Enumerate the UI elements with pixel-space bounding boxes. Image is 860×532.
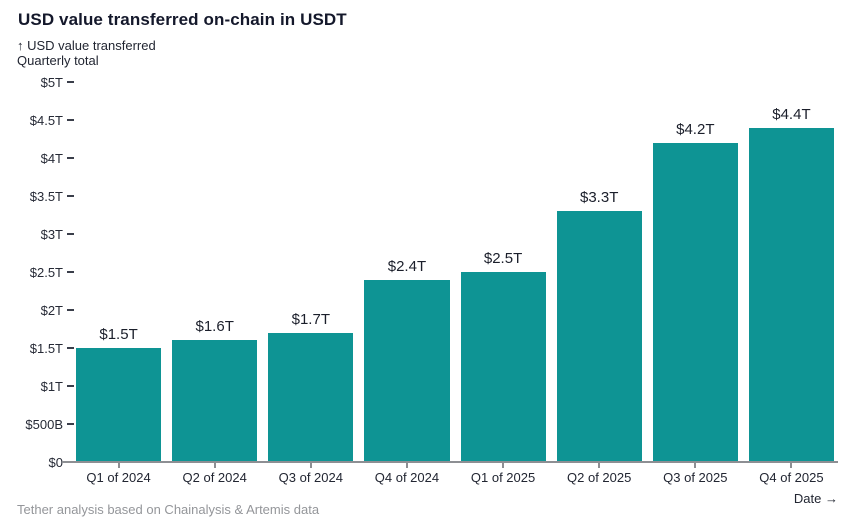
x-category: Q3 of 2025 <box>653 463 738 485</box>
x-tick-mark <box>213 463 216 468</box>
y-tick-mark <box>67 119 74 121</box>
bar-value-label: $1.5T <box>99 326 138 343</box>
bar-value-label: $1.6T <box>195 318 234 336</box>
y-tick-label: $2.5T <box>29 264 63 280</box>
bar-value-label: $4.2T <box>676 120 715 138</box>
x-category: Q2 of 2024 <box>172 463 257 485</box>
y-tick-mark <box>67 309 74 311</box>
y-axis-label-line1: ↑ USD value transferred <box>17 38 156 53</box>
x-category: Q1 of 2025 <box>461 463 546 485</box>
x-tick-label: Q2 of 2025 <box>567 470 632 485</box>
source-note: Tether analysis based on Chainalysis & A… <box>17 502 320 517</box>
y-tick: $4T <box>0 149 74 167</box>
x-tick-mark <box>117 463 120 468</box>
y-tick-mark <box>67 271 74 273</box>
bar-value-label: $3.3T <box>580 189 619 207</box>
bar <box>268 332 354 462</box>
y-tick: $3T <box>0 225 74 243</box>
x-tick-mark <box>309 463 312 468</box>
x-tick-label: Q3 of 2024 <box>278 470 343 485</box>
y-tick-label: $5T <box>40 74 63 90</box>
bar <box>748 127 834 462</box>
x-tick-label: Q1 of 2025 <box>470 470 536 485</box>
chart-title: USD value transferred on-chain in USDT <box>18 10 347 29</box>
bar-value-label: $2.5T <box>483 250 523 267</box>
x-tick-label: Q4 of 2024 <box>374 470 440 485</box>
bar-group: $4.4T <box>748 105 834 462</box>
x-tick-mark <box>598 463 601 468</box>
bar <box>172 340 258 462</box>
bar-group: $1.7T <box>268 310 354 462</box>
bar <box>556 211 642 462</box>
y-tick: $5T <box>0 73 74 91</box>
x-category: Q4 of 2025 <box>749 463 834 485</box>
y-tick: $4.5T <box>0 111 74 129</box>
y-tick-label: $3T <box>40 226 63 242</box>
x-category: Q2 of 2025 <box>557 463 642 485</box>
y-tick: $1.5T <box>0 339 74 357</box>
y-tick-label: $0 <box>48 454 63 470</box>
y-tick-mark <box>67 233 74 235</box>
bar-group: $1.6T <box>172 318 258 462</box>
x-tick-label: Q1 of 2024 <box>86 470 151 485</box>
y-tick: $3.5T <box>0 187 74 205</box>
x-tick-mark <box>790 463 793 468</box>
bar <box>652 142 738 462</box>
y-tick-mark <box>67 81 74 83</box>
y-tick-label: $500B <box>25 416 63 432</box>
x-category: Q3 of 2024 <box>268 463 353 485</box>
y-tick: $1T <box>0 377 74 395</box>
bar <box>76 348 162 462</box>
bar <box>364 279 450 462</box>
x-axis-line <box>62 461 838 463</box>
bar-value-label: $1.7T <box>291 310 330 328</box>
bar-value-label: $2.4T <box>387 257 427 275</box>
y-tick-mark <box>67 157 74 159</box>
bar-group: $2.4T <box>364 257 450 462</box>
y-tick: $500B <box>0 415 74 433</box>
x-tick-mark <box>502 463 505 468</box>
y-tick-label: $4.5T <box>29 112 63 128</box>
bar-value-label: $4.4T <box>772 105 811 123</box>
y-tick-label: $2T <box>40 302 63 318</box>
y-tick-mark <box>67 423 74 425</box>
y-tick-mark <box>67 347 74 349</box>
y-tick-label: $1T <box>40 378 63 394</box>
y-tick-mark <box>67 385 74 387</box>
y-axis-label: ↑ USD value transferred Quarterly total <box>17 38 156 69</box>
x-category: Q1 of 2024 <box>76 463 161 485</box>
plot-area: $1.5T $1.6T $1.7T $2.4T $2.5T $3.3T $4.2T $4.4T <box>76 80 834 462</box>
x-tick-label: Q4 of 2025 <box>759 470 824 485</box>
x-axis-hint: Date → <box>793 491 838 506</box>
bar-group: $3.3T <box>556 189 642 462</box>
y-tick-label: $4T <box>40 150 63 166</box>
x-category: Q4 of 2024 <box>364 463 449 485</box>
x-tick-label: Q2 of 2024 <box>182 470 247 485</box>
x-tick-mark <box>405 463 408 468</box>
y-tick-label: $1.5T <box>29 340 63 356</box>
y-tick: $2.5T <box>0 263 74 281</box>
x-tick-mark <box>694 463 697 468</box>
bar-group: $2.5T <box>460 250 546 462</box>
y-tick: $2T <box>0 301 74 319</box>
y-tick-mark <box>67 195 74 197</box>
y-tick-label: $3.5T <box>29 188 63 204</box>
bar-group: $1.5T <box>76 326 162 462</box>
y-axis-label-line2: Quarterly total <box>17 53 99 69</box>
bar <box>460 272 546 462</box>
x-tick-label: Q3 of 2025 <box>663 470 728 485</box>
bar-group: $4.2T <box>652 120 738 462</box>
x-axis: Q1 of 2024 Q2 of 2024 Q3 of 2024 Q4 of 2024… <box>76 463 834 485</box>
